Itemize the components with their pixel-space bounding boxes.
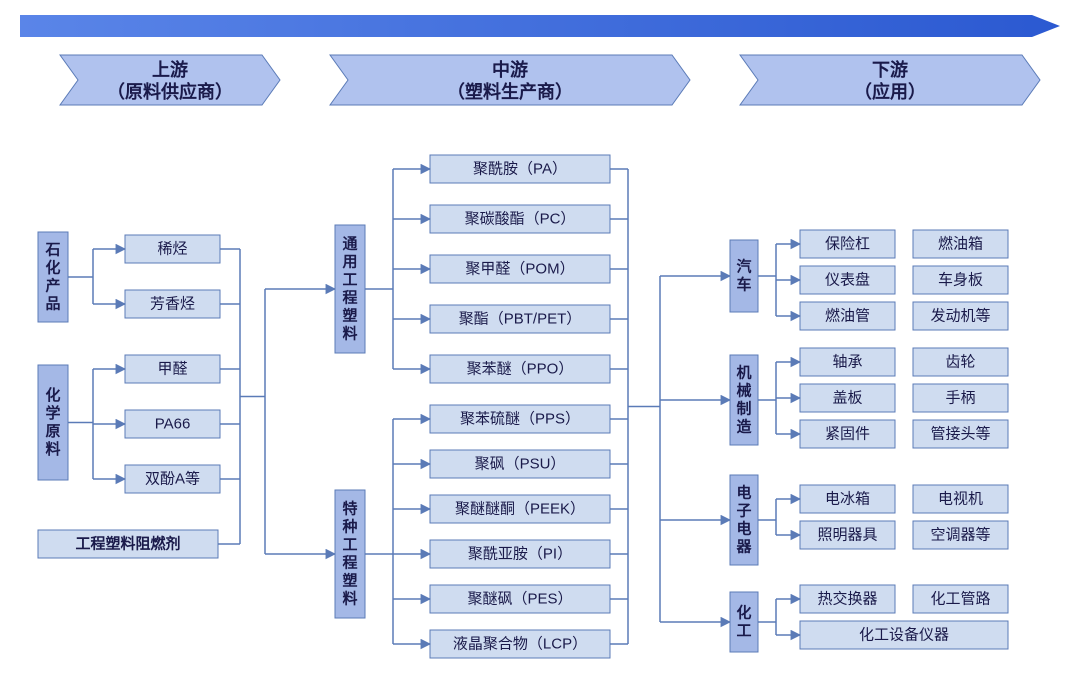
- node-auto-1-label: 燃油箱: [938, 235, 983, 253]
- node-auto-4-label: 燃油管: [825, 307, 870, 325]
- node-chemind-1-label: 化工管路: [930, 591, 990, 608]
- vcat-elec-char-2: 电: [736, 520, 751, 538]
- vcat-general-char-0: 通: [342, 236, 357, 253]
- node-pi-label: 聚酰亚胺（PI）: [468, 546, 572, 563]
- header-downstream-line2: （应用）: [854, 81, 926, 102]
- node-auto-3-label: 车身板: [938, 271, 983, 289]
- node-xiting-label: 稀烃: [157, 241, 187, 258]
- node-elec-2-label: 照明器具: [817, 527, 877, 544]
- node-flame-label: 工程塑料阻燃剂: [75, 535, 180, 553]
- vcat-auto-char-0: 汽: [736, 258, 751, 276]
- node-elec-3-label: 空调器等: [930, 526, 990, 544]
- vcat-special-char-1: 种: [341, 518, 357, 536]
- node-fangxiang-label: 芳香烃: [150, 296, 195, 313]
- vcat-special-char-2: 工: [342, 537, 357, 554]
- node-auto-5-label: 发动机等: [930, 307, 990, 325]
- node-shuangfen-label: 双酚A等: [145, 470, 200, 488]
- vcat-general-char-1: 用: [342, 254, 357, 271]
- flowchart: 上游（原料供应商）中游（塑料生产商）下游（应用）石化产品稀烃芳香烃化学原料甲醛P…: [0, 0, 1080, 697]
- vcat-elec-char-3: 器: [735, 539, 752, 556]
- header-midstream-line1: 中游: [492, 59, 528, 80]
- node-auto-2-label: 仪表盘: [825, 271, 870, 289]
- vcat-special-char-0: 特: [342, 500, 357, 518]
- header-downstream-line1: 下游: [872, 59, 908, 80]
- vcat-special-char-4: 塑: [342, 572, 357, 590]
- node-auto-0-label: 保险杠: [825, 236, 870, 253]
- node-pbt-label: 聚酯（PBT/PET）: [459, 311, 582, 328]
- node-chemind-wide-label: 化工设备仪器: [859, 627, 949, 644]
- node-mech-1-label: 齿轮: [945, 354, 975, 371]
- node-mech-4-label: 紧固件: [825, 426, 870, 443]
- vcat-petro-char-2: 产: [45, 277, 60, 295]
- vcat-chem-char-2: 原: [45, 423, 60, 440]
- node-ppo-label: 聚苯醚（PPO）: [467, 361, 574, 378]
- vcat-elec-char-1: 子: [736, 503, 751, 520]
- vcat-special-char-5: 料: [342, 590, 357, 608]
- node-mech-5-label: 管接头等: [930, 425, 990, 443]
- header-upstream-line2: （原料供应商）: [107, 81, 233, 102]
- node-chemind-0-label: 热交换器: [817, 590, 877, 608]
- vcat-auto-char-1: 车: [736, 276, 751, 294]
- node-mech-0-label: 轴承: [832, 354, 862, 371]
- vcat-general-char-3: 程: [342, 290, 357, 307]
- node-mech-2-label: 盖板: [832, 389, 862, 407]
- top-arrow: [20, 15, 1060, 37]
- vcat-general-char-5: 料: [342, 325, 357, 343]
- vcat-mech-char-2: 制: [736, 400, 751, 418]
- node-elec-1-label: 电视机: [938, 491, 983, 508]
- node-pa-label: 聚酰胺（PA）: [473, 161, 567, 178]
- node-pom-label: 聚甲醛（POM）: [465, 261, 574, 278]
- vcat-chem-char-0: 化: [45, 386, 60, 404]
- vcat-general-char-2: 工: [342, 272, 357, 289]
- vcat-petro-char-1: 化: [45, 259, 60, 277]
- vcat-general-char-4: 塑: [342, 307, 357, 325]
- vcat-chem-char-3: 料: [45, 440, 60, 458]
- vcat-mech-char-1: 械: [736, 382, 751, 400]
- header-midstream-line2: （塑料生产商）: [447, 81, 573, 102]
- vcat-chem-char-1: 学: [45, 404, 60, 422]
- header-upstream-line1: 上游: [152, 59, 188, 80]
- vcat-special-char-3: 程: [342, 555, 357, 572]
- vcat-petro-char-3: 品: [45, 296, 60, 313]
- node-pps-label: 聚苯硫醚（PPS）: [460, 411, 580, 428]
- node-psu-label: 聚砜（PSU）: [475, 456, 566, 473]
- vcat-mech-char-3: 造: [736, 418, 751, 436]
- node-peek-label: 聚醚醚酮（PEEK）: [455, 501, 585, 518]
- vcat-elec-char-0: 电: [736, 484, 751, 502]
- node-mech-3-label: 手柄: [945, 390, 975, 407]
- vcat-chemind-char-0: 化: [736, 604, 751, 622]
- node-pes-label: 聚醚砜（PES）: [467, 591, 572, 608]
- vcat-mech-char-0: 机: [736, 364, 751, 382]
- vcat-chemind-char-1: 工: [736, 623, 751, 640]
- node-pa66-label: PA66: [155, 416, 191, 433]
- node-pc-label: 聚碳酸酯（PC）: [465, 211, 576, 228]
- node-elec-0-label: 电冰箱: [825, 491, 870, 508]
- vcat-petro-char-0: 石: [44, 242, 60, 259]
- node-jiaquan-label: 甲醛: [157, 361, 187, 378]
- node-lcp-label: 液晶聚合物（LCP）: [453, 636, 587, 653]
